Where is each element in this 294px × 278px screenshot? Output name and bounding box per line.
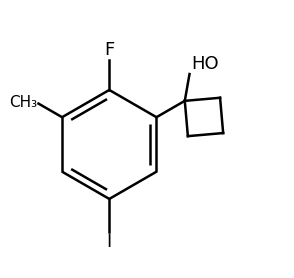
Text: CH₃: CH₃ (9, 95, 37, 110)
Text: I: I (107, 233, 112, 251)
Text: HO: HO (191, 55, 218, 73)
Text: F: F (104, 41, 114, 59)
